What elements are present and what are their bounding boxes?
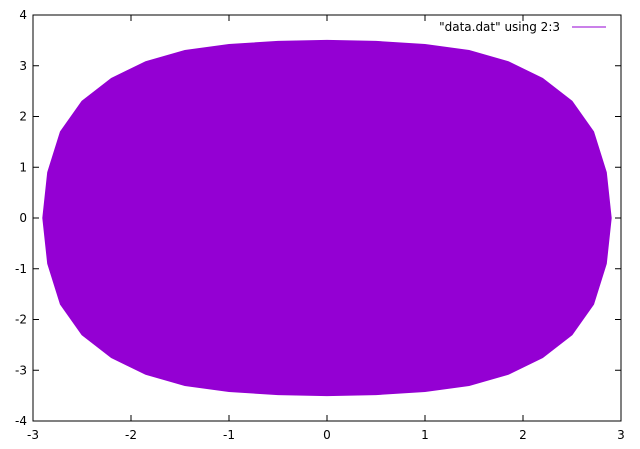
x-axis: -3 -2 -1 0 1 2 3 <box>27 15 625 442</box>
y-tick-label: 2 <box>19 110 27 124</box>
plot-area <box>42 39 612 397</box>
legend: "data.dat" using 2:3 <box>439 20 606 34</box>
x-tick-label: -3 <box>27 428 39 442</box>
y-tick-label: -4 <box>15 414 27 428</box>
y-tick-label: 4 <box>19 8 27 22</box>
y-tick-label: -1 <box>15 262 27 276</box>
y-tick-label: 1 <box>19 160 27 174</box>
x-tick-label: 3 <box>617 428 625 442</box>
series-0-shape <box>42 39 612 397</box>
x-tick-label: 2 <box>519 428 527 442</box>
x-tick-label: -2 <box>125 428 137 442</box>
x-tick-label: 1 <box>421 428 429 442</box>
y-axis: -4 -3 -2 -1 0 1 2 3 4 <box>15 8 621 428</box>
y-tick-label: -3 <box>15 363 27 377</box>
legend-label: "data.dat" using 2:3 <box>439 20 560 34</box>
y-tick-label: -2 <box>15 313 27 327</box>
x-tick-label: 0 <box>323 428 331 442</box>
x-tick-label: -1 <box>223 428 235 442</box>
y-tick-label: 3 <box>19 59 27 73</box>
y-tick-label: 0 <box>19 211 27 225</box>
